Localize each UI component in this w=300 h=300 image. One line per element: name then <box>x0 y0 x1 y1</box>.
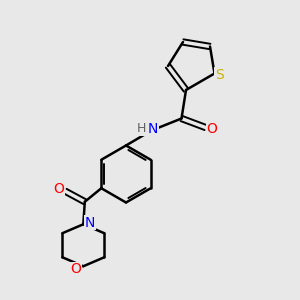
Text: O: O <box>70 262 81 276</box>
Text: N: N <box>148 122 158 136</box>
Text: S: S <box>214 68 224 82</box>
Text: H: H <box>137 122 146 136</box>
Text: O: O <box>53 182 64 196</box>
Text: O: O <box>207 122 218 136</box>
Text: N: N <box>85 216 95 230</box>
